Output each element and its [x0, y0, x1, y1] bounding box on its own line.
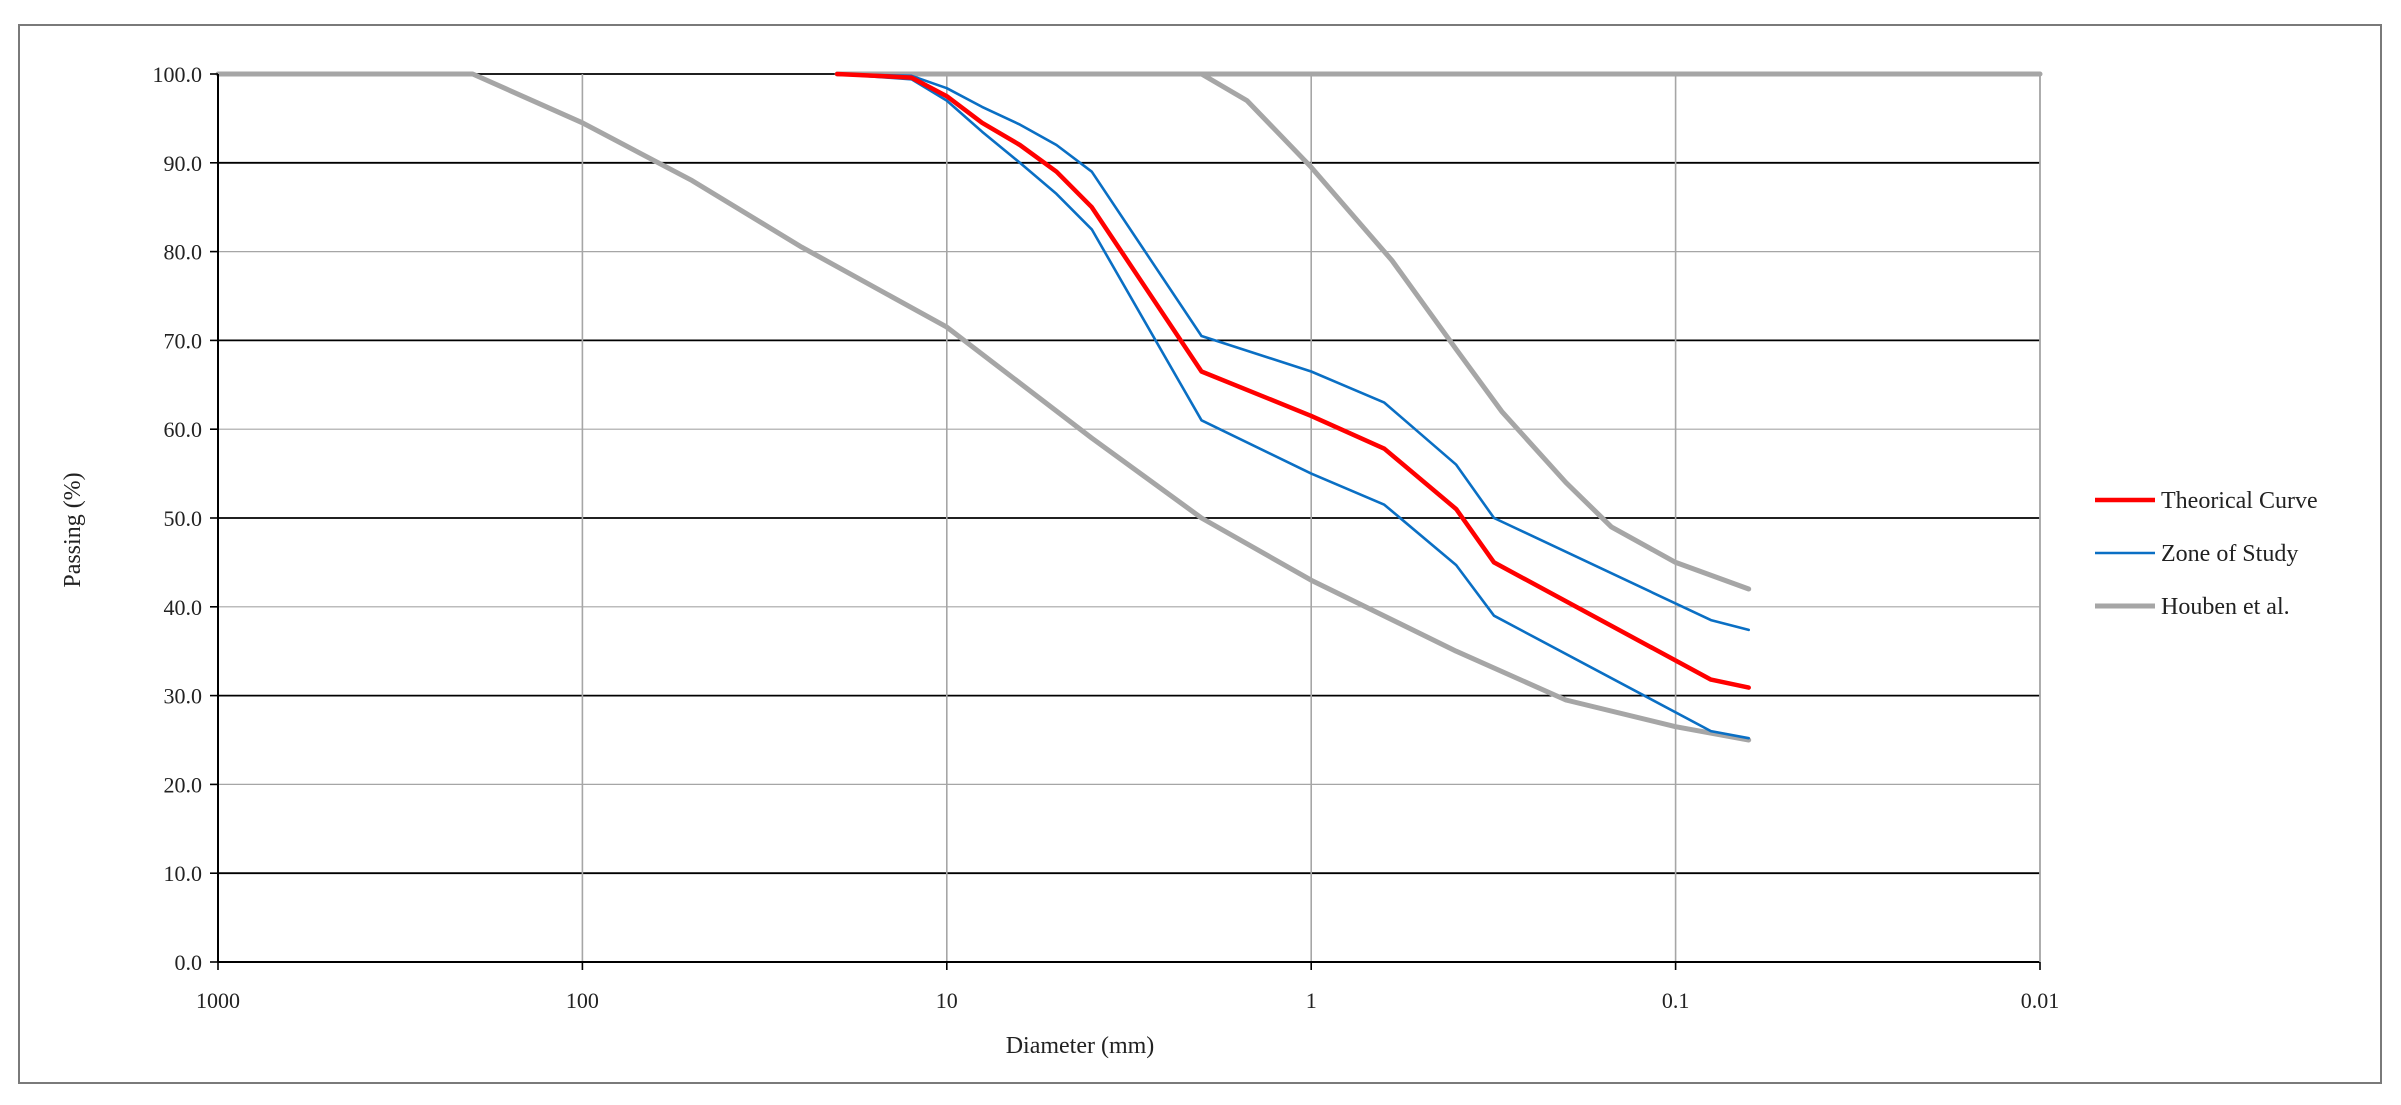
y-tick-label: 50.0 [164, 506, 203, 531]
y-tick-label: 20.0 [164, 772, 203, 797]
series-line-houben [834, 71, 1752, 592]
chart-frame [18, 24, 2382, 1084]
legend-label-theorical: Theorical Curve [2161, 488, 2318, 514]
series-lines [215, 71, 2043, 743]
series-line-houben [215, 71, 1752, 743]
y-tick-label: 30.0 [164, 684, 203, 709]
y-tick-label: 90.0 [164, 151, 203, 176]
legend-label-zone: Zone of Study [2161, 541, 2298, 567]
x-tick-label: 10 [936, 988, 958, 1013]
axes [210, 73, 2041, 970]
y-tick-label: 0.0 [175, 950, 203, 975]
series-line-theorical [834, 71, 1751, 690]
legend: Theorical Curve Zone of Study Houben et al… [2095, 488, 2318, 620]
y-tick-label: 80.0 [164, 240, 203, 265]
y-axis-title: Passing (%) [60, 472, 86, 587]
x-tick-label: 1000 [196, 988, 240, 1013]
y-tick-label: 70.0 [164, 328, 203, 353]
series-line-zone [835, 72, 1750, 632]
grid-lines [217, 73, 2041, 963]
y-tick-label: 40.0 [164, 595, 203, 620]
x-tick-label: 0.1 [1662, 988, 1690, 1013]
y-tick-labels: 0.0 10.0 20.0 30.0 40.0 50.0 60.0 70.0 80.0 90.0 1… [153, 62, 203, 975]
series-line-zone [835, 72, 1750, 740]
legend-label-houben: Houben et al. [2161, 594, 2290, 620]
y-tick-label: 100.0 [153, 62, 203, 87]
x-tick-labels: 1000 100 10 1 0.1 0.01 [196, 988, 2059, 1013]
x-axis-title: Diameter (mm) [1006, 1033, 1155, 1059]
y-tick-label: 60.0 [164, 417, 203, 442]
x-tick-label: 100 [566, 988, 599, 1013]
y-tick-label: 10.0 [164, 861, 203, 886]
x-tick-label: 0.01 [2021, 988, 2060, 1013]
x-tick-label: 1 [1306, 988, 1317, 1013]
